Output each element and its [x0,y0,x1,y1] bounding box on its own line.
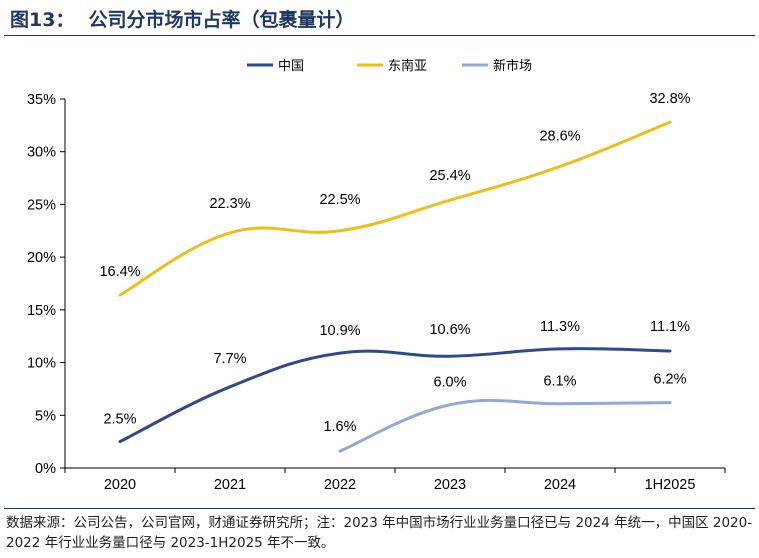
y-tick-label: 0% [35,461,56,477]
chart-title: 公司分市场市占率（包裹量计） [88,9,355,31]
legend-label-china: 中国 [278,59,304,74]
legend-label-new_markets: 新市场 [493,58,532,74]
series-line-sea [118,120,672,297]
y-tick-label: 35% [27,92,56,108]
title-rule [4,35,755,36]
data-label-china: 11.1% [650,319,690,335]
data-label-new_markets: 6.2% [653,372,686,388]
source-note: 数据来源：公司公告，公司官网，财通证券研究所；注：2023 年中国市场行业业务量… [6,515,753,551]
data-label-new_markets: 6.1% [543,374,576,390]
y-tick-label: 15% [27,303,56,319]
x-tick-label: 2023 [434,477,466,493]
chart: 0% 5% 10% 15% 20% 25% 30% 35% 2020 2021 2022 2023 20… [27,58,726,493]
data-label-sea: 25.4% [429,168,470,184]
y-tick-label: 10% [27,356,56,372]
data-label-china: 2.5% [103,412,136,428]
x-tick-label: 2021 [214,477,246,493]
x-tick-label: 1H2025 [645,477,696,493]
data-label-new_markets: 1.6% [323,419,356,435]
data-label-sea: 28.6% [539,128,580,144]
y-tick-label: 30% [27,145,56,161]
data-label-china: 7.7% [213,351,246,367]
footer-rule [4,508,755,509]
x-tick-label: 2024 [544,477,576,493]
legend-label-sea: 东南亚 [388,58,427,74]
data-label-sea: 22.5% [319,192,360,208]
x-tick-label: 2020 [104,477,136,493]
data-label-sea: 16.4% [99,264,140,280]
data-label-sea: 22.3% [209,196,250,212]
figure-title: 图13： 公司分市场市占率（包裹量计） [10,5,354,32]
data-label-new_markets: 6.0% [433,375,466,391]
y-tick-label: 5% [35,408,56,424]
data-label-china: 10.9% [319,323,360,339]
data-label-china: 11.3% [540,319,580,335]
series-line-new_markets [338,398,672,453]
data-label-china: 10.6% [429,322,470,338]
y-tick-label: 20% [27,250,56,266]
y-tick-label: 25% [27,197,56,213]
figure-label: 图13： [10,9,75,31]
x-tick-label: 2022 [324,477,356,493]
series-line-china [118,347,672,444]
data-label-sea: 32.8% [649,91,690,107]
